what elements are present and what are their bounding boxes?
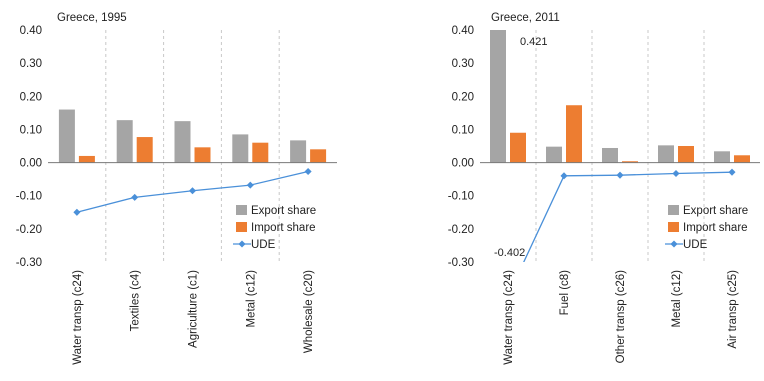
bar-import-share [622,161,638,163]
y-tick-label: -0.20 [16,224,42,236]
bar-export-share [602,147,618,163]
bar-export-share [290,140,307,163]
bar-export-share [546,146,562,163]
y-tick-label: -0.20 [448,224,474,236]
ude-point [304,167,312,176]
bar-export-share [174,121,191,163]
legend-label: Import share [251,222,316,234]
y-tick-label: 0.20 [452,91,474,103]
bar-import-share [136,137,153,163]
legend-label: Import share [683,222,748,234]
bar-export-share [232,134,249,163]
ude-point [131,193,139,201]
legend-label: Export share [251,205,316,217]
category-label: Agriculture (c1) [188,270,200,348]
bar-export-share [658,145,674,163]
legend-swatch [668,222,679,232]
category-label: Water transp (c24) [503,270,515,365]
bar-export-share [116,120,133,163]
bar-import-share [678,146,694,163]
bar-import-share [510,132,526,163]
bar-import-share [310,149,327,163]
y-tick-label: 0.10 [452,124,474,136]
bar-import-share [566,105,582,163]
ude-point [188,187,197,195]
bar-import-share [734,155,750,163]
ude-point [246,181,254,189]
ude-point [560,172,568,180]
bar-export-share [58,109,75,163]
chart-panel-2: Greece, 2011 0.40 0.30 0.20 0.10 0.00 -0.10 -0.… [448,12,760,365]
y-tick-label: -0.30 [448,257,474,269]
category-label: Other transp (c26) [615,270,627,363]
chart-title: Greece, 1995 [57,12,127,24]
y-tick-label: 0.00 [20,158,42,170]
category-label: Fuel (c8) [559,270,571,316]
category-label: Wholesale (c20) [303,270,315,353]
bar-import-share [252,142,269,163]
category-label: Metal (c12) [245,270,257,328]
legend-swatch [236,222,247,232]
y-tick-label: 0.10 [20,124,42,136]
legend-label: UDE [251,239,276,251]
y-tick-label: 0.00 [452,158,474,170]
bar-export-share [490,30,506,163]
ude-point [728,168,736,176]
legend-swatch [668,205,679,215]
category-label: Textiles (c4) [130,270,142,332]
chart-panel-1: Greece, 1995 0.40 0.30 0.20 0.10 0.00 -0.10 -0.… [16,12,337,365]
category-label: Water transp (c24) [72,270,84,365]
y-tick-label: 0.20 [20,91,42,103]
bar-import-share [78,155,95,163]
category-label: Air transp (c25) [727,270,739,349]
chart-title: Greece, 2011 [491,12,560,24]
legend-label: Export share [683,205,748,217]
y-tick-label: -0.30 [16,257,42,269]
bar-import-share [194,147,211,163]
category-label: Metal (c12) [671,270,683,328]
legend-label: UDE [683,239,708,251]
y-tick-label: 0.30 [452,58,474,70]
ude-point [73,208,81,216]
y-tick-label: 0.40 [20,25,42,37]
ude-point [672,169,680,178]
y-tick-label: 0.40 [452,25,474,37]
y-tick-label: -0.10 [16,191,42,203]
y-tick-label: -0.10 [448,191,474,203]
bar-export-share [714,151,730,163]
ude-point [616,171,624,179]
data-label: 0.421 [520,36,548,48]
legend-swatch [236,205,247,215]
data-label: -0.402 [494,247,525,259]
y-tick-label: 0.30 [20,58,42,70]
legend-swatch-marker [670,240,678,248]
legend-swatch-marker [238,240,246,248]
